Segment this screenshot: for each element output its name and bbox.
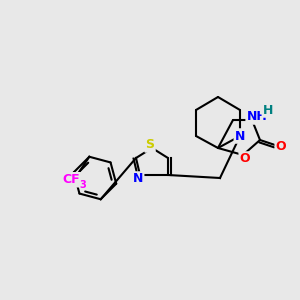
Text: 3: 3 [79, 180, 86, 190]
Text: O: O [240, 152, 250, 166]
Text: NH: NH [247, 110, 267, 124]
Text: S: S [146, 139, 154, 152]
Text: CF: CF [62, 173, 80, 186]
Text: O: O [276, 140, 286, 154]
Text: H: H [263, 103, 273, 116]
Text: N: N [133, 172, 143, 185]
Text: N: N [235, 130, 245, 142]
